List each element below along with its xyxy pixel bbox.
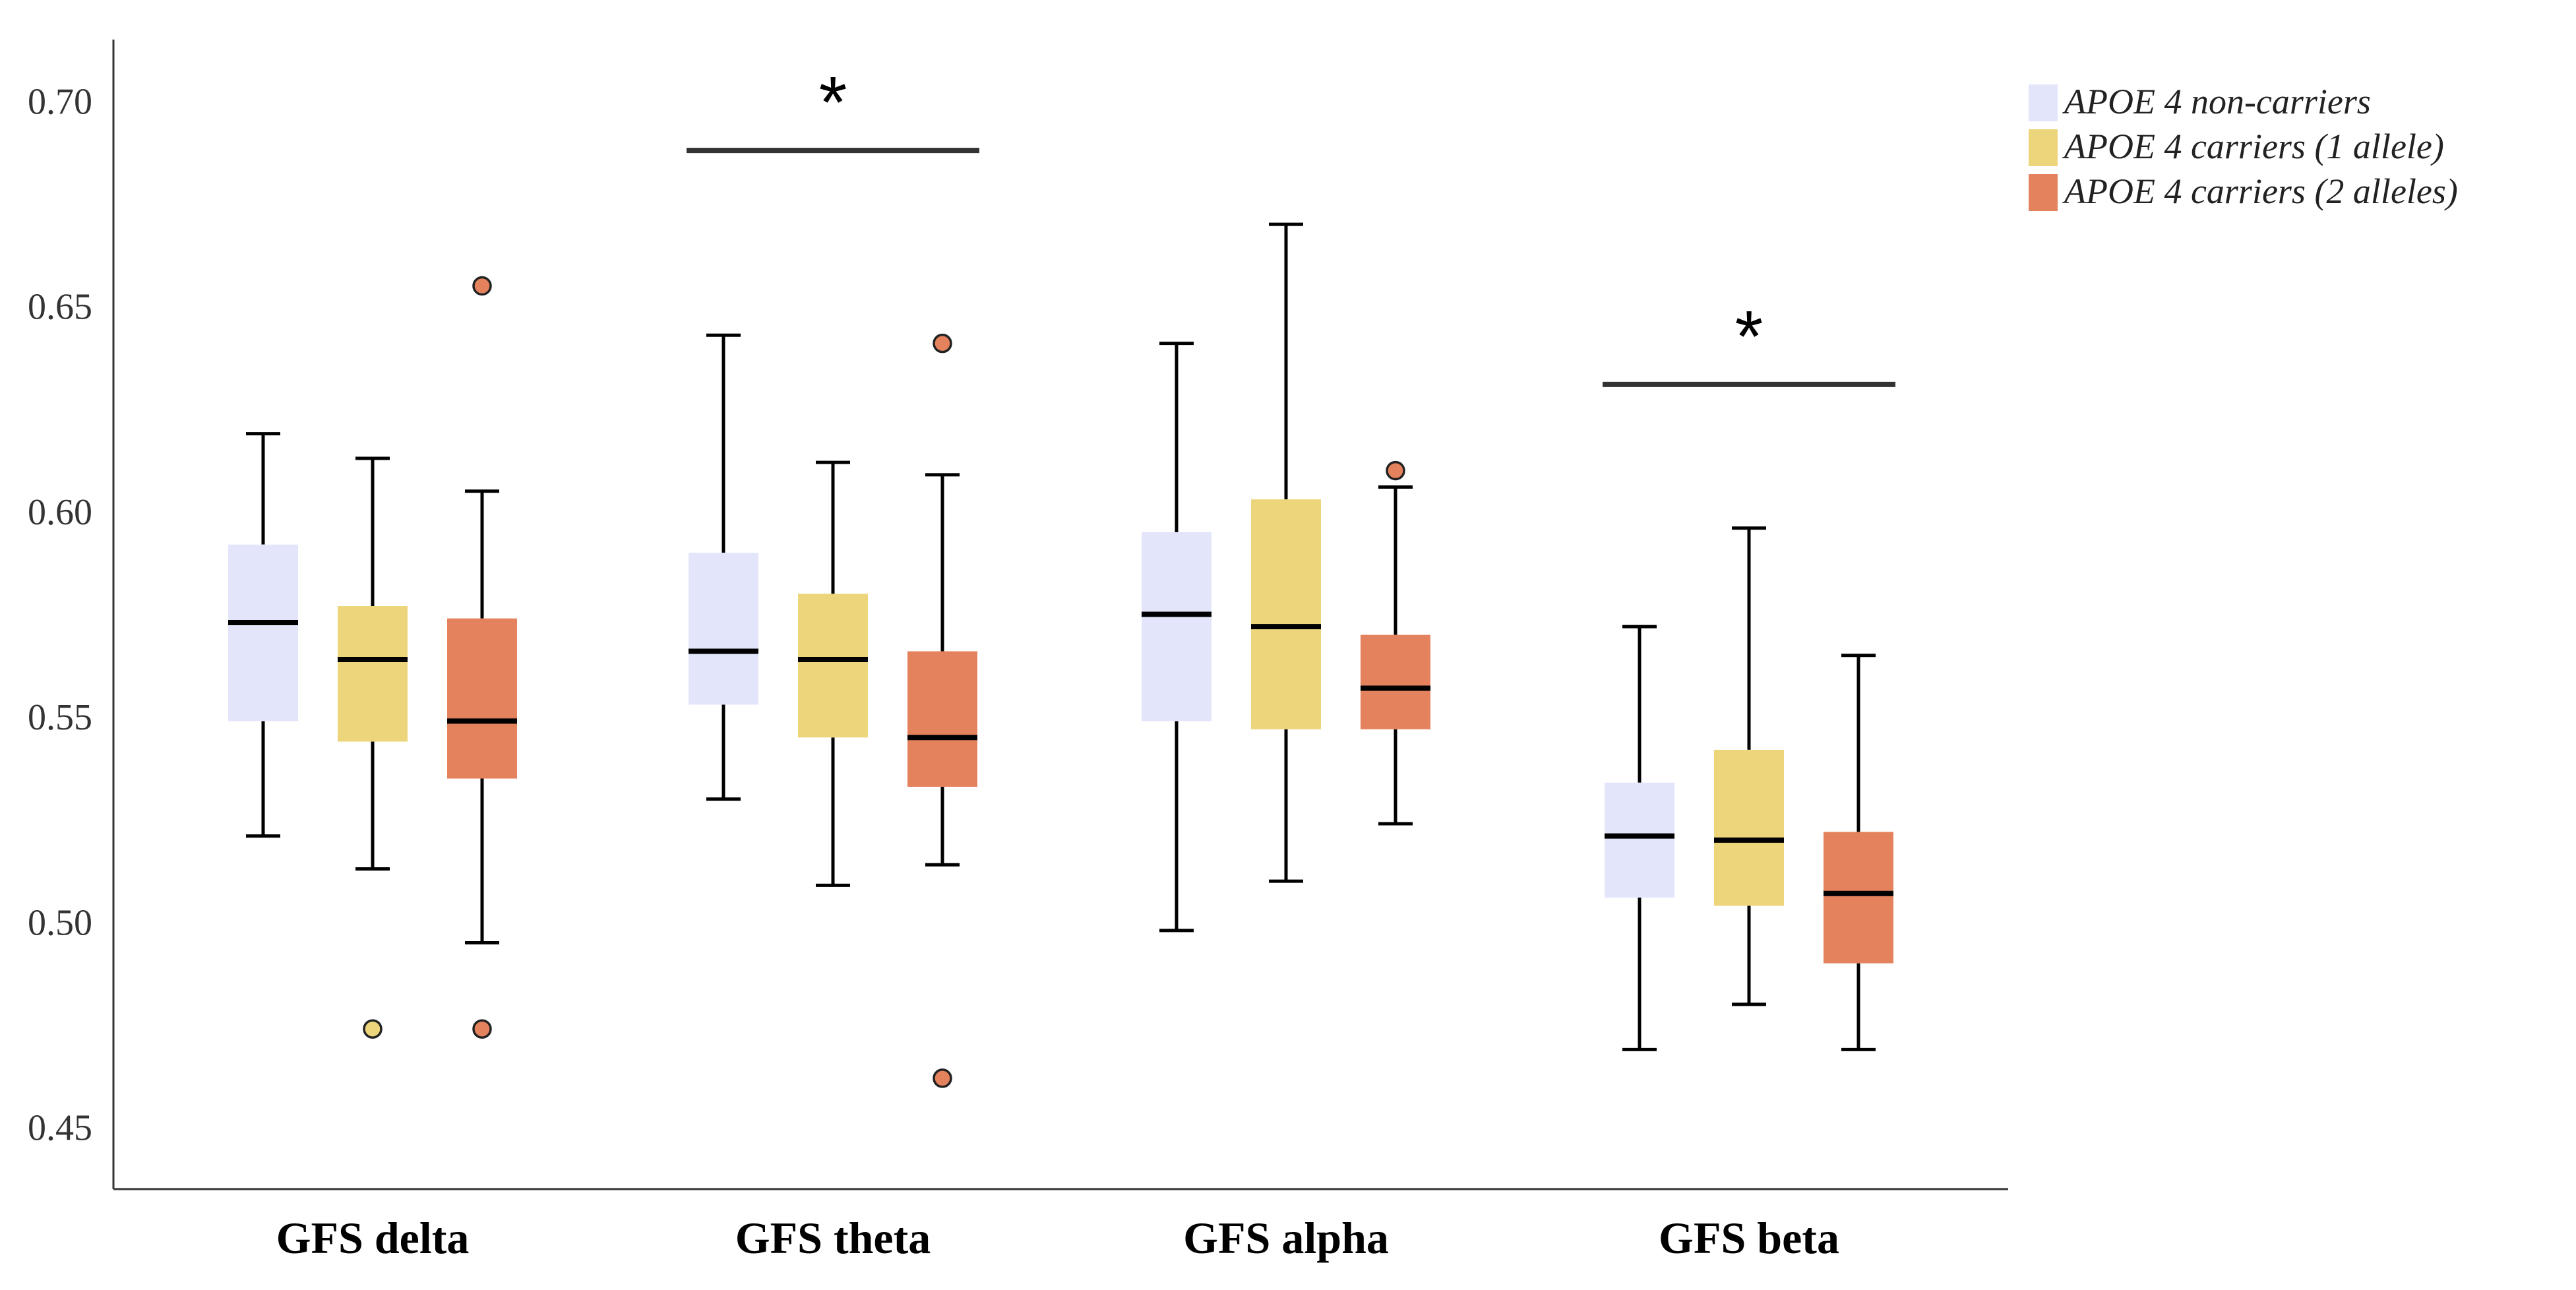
box-1-0-outlier-0 — [363, 1019, 383, 1039]
y-tick-label-2: 0.55 — [28, 697, 92, 738]
box-1-2-iqr-box — [1251, 499, 1321, 729]
significance-star-1: * — [1735, 296, 1763, 377]
significance-star-0: * — [819, 62, 847, 143]
box-2-1-outlier-0 — [933, 1068, 952, 1088]
x-category-label-1: GFS theta — [735, 1213, 931, 1263]
box-1-0-iqr-box — [338, 606, 408, 742]
legend-swatch-2 — [2029, 174, 2058, 211]
legend-label-2: APOE 4 carriers (2 alleles) — [2062, 171, 2458, 211]
x-category-label-0: GFS delta — [276, 1213, 470, 1263]
box-2-2-iqr-box — [1361, 634, 1430, 729]
legend-swatch-0 — [2029, 84, 2058, 121]
box-1-3-iqr-box — [1714, 749, 1784, 906]
box-2-0-iqr-box — [447, 618, 517, 779]
box-2-2-outlier-0 — [1386, 460, 1405, 481]
legend-label-0: APOE 4 non-carriers — [2062, 82, 2371, 121]
y-tick-label-1: 0.50 — [28, 902, 92, 943]
box-0-3-iqr-box — [1605, 782, 1674, 898]
x-category-label-3: GFS beta — [1659, 1213, 1839, 1263]
box-0-1-iqr-box — [689, 553, 758, 705]
box-2-0-outlier-1 — [472, 276, 492, 296]
y-tick-label-5: 0.70 — [28, 81, 92, 122]
box-0-0-iqr-box — [228, 544, 298, 722]
box-1-1-iqr-box — [798, 594, 868, 738]
y-tick-label-0: 0.45 — [28, 1108, 92, 1149]
box-0-2-iqr-box — [1142, 532, 1211, 722]
box-2-3-iqr-box — [1824, 832, 1893, 964]
box-2-0-outlier-0 — [472, 1019, 492, 1039]
y-tick-label-3: 0.60 — [28, 492, 92, 533]
legend-label-1: APOE 4 carriers (1 allele) — [2062, 127, 2444, 166]
box-2-1-iqr-box — [907, 651, 977, 787]
y-tick-label-4: 0.65 — [28, 287, 92, 328]
box-2-1-outlier-1 — [933, 333, 952, 353]
legend-swatch-1 — [2029, 129, 2058, 166]
x-category-label-2: GFS alpha — [1183, 1213, 1389, 1263]
